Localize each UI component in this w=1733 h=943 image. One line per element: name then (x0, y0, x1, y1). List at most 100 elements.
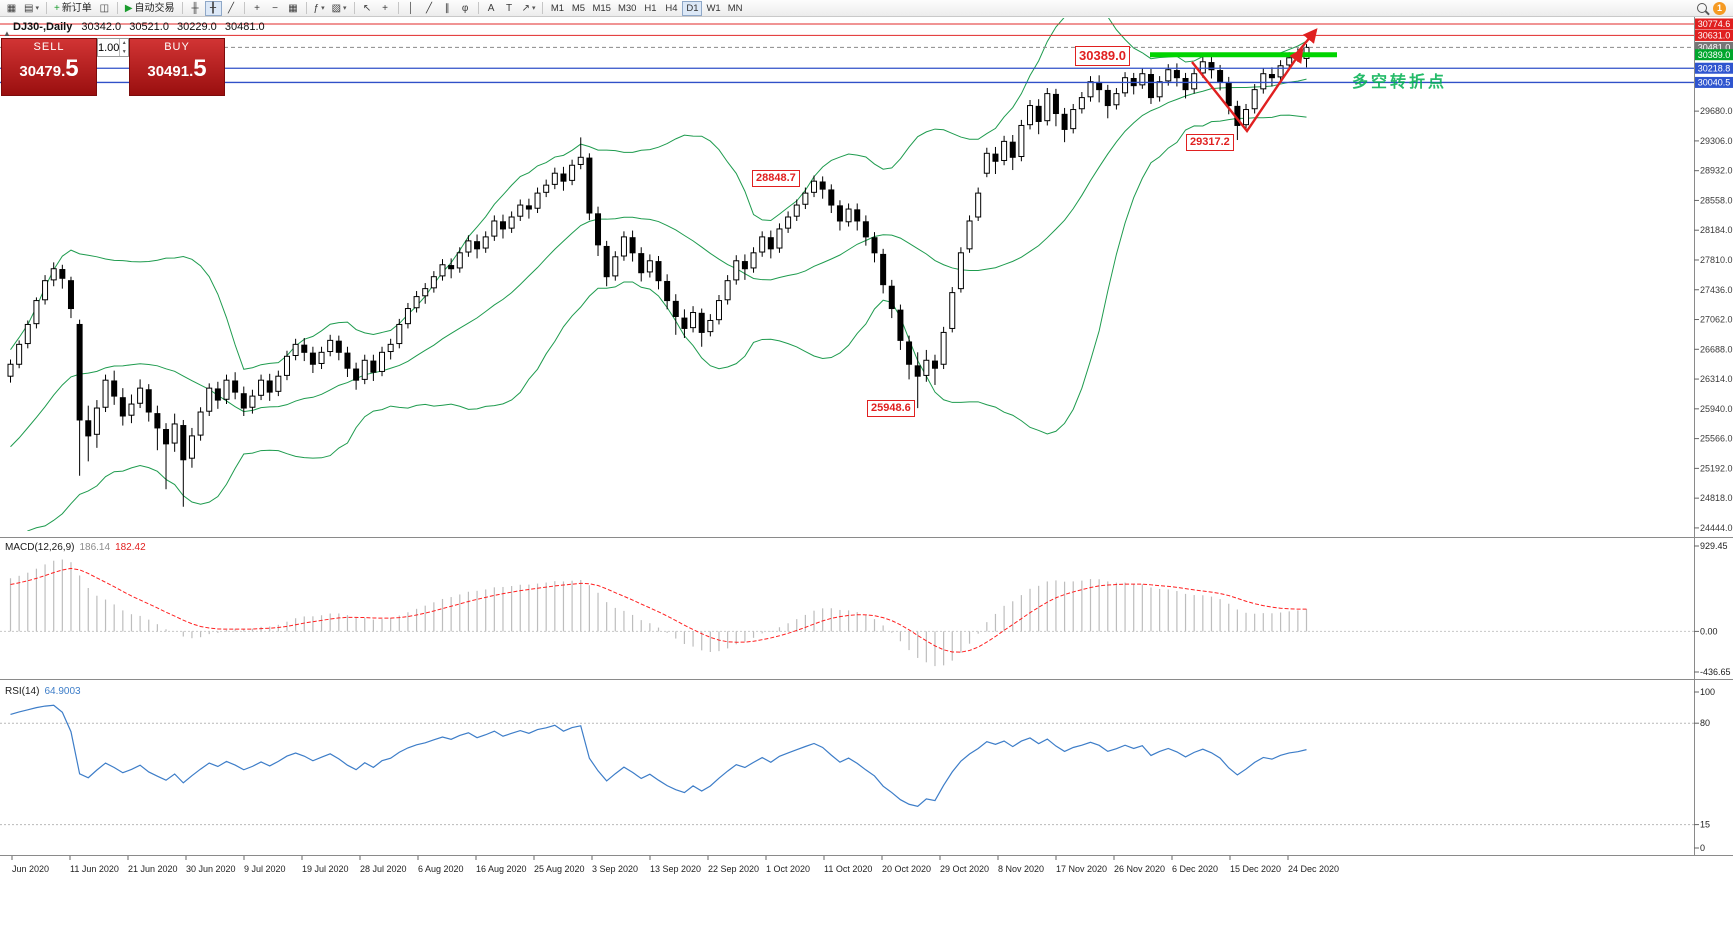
macd-main-value: 186.14 (79, 542, 111, 553)
templates-button[interactable]: ▧ ▾ (329, 1, 350, 16)
arrow-objects-button[interactable]: ↗ ▾ (519, 1, 539, 16)
time-axis-label: 11 Jun 2020 (70, 864, 119, 874)
candle (430, 271, 437, 293)
candle (1052, 88, 1059, 127)
time-axis-label: 28 Jul 2020 (360, 864, 407, 874)
new-order-button[interactable]: + 新订单 (51, 1, 95, 16)
candle (1035, 99, 1042, 135)
candle (1156, 76, 1163, 102)
crosshair-button[interactable]: + (377, 1, 394, 16)
fibonacci-retracement-icon: φ (461, 2, 469, 14)
chart-window-button[interactable]: ◫ (96, 1, 113, 16)
cursor-icon: ↖ (362, 2, 372, 14)
candle (508, 211, 515, 233)
timeframe-M1-button[interactable]: M1 (547, 1, 567, 16)
candle (67, 276, 74, 319)
sell-button[interactable]: SELL 30479.5 (1, 38, 97, 96)
zoom-out-button[interactable]: − (267, 1, 284, 16)
candle (802, 187, 809, 210)
auto-trading-button[interactable]: ▶ 自动交易 (122, 1, 178, 16)
candle (85, 405, 92, 462)
volume-stepper-down[interactable]: ▼ (121, 48, 127, 55)
timeframe-W1-button[interactable]: W1 (703, 1, 723, 16)
timeframe-M15-button[interactable]: M15 (589, 1, 613, 16)
macd-signal-line (10, 567, 1307, 653)
tile-windows-icon: ▦ (288, 2, 298, 14)
timeframe-M30-button[interactable]: M30 (615, 1, 639, 16)
candle (119, 388, 126, 426)
svg-text:30481.0: 30481.0 (1698, 43, 1731, 53)
candle (292, 338, 299, 361)
svg-text:28184.0: 28184.0 (1700, 225, 1733, 235)
panel-frame (0, 17, 1733, 856)
timeframe-MN-button[interactable]: MN (725, 1, 746, 16)
svg-text:929.45: 929.45 (1700, 541, 1728, 551)
indicators-button[interactable]: ƒ ▾ (311, 1, 328, 16)
search-icon[interactable] (1697, 3, 1707, 13)
collapse-trade-panel-button[interactable]: ▲ (3, 29, 11, 38)
text-label-button[interactable]: T (501, 1, 518, 16)
timeframe-H1-button[interactable]: H1 (640, 1, 660, 16)
candle (906, 335, 913, 380)
trendline-button[interactable]: ╱ (421, 1, 438, 16)
zoom-out-icon: − (272, 2, 278, 14)
candle (949, 287, 956, 333)
volume-input[interactable]: 1.00 ▲ ▼ (97, 38, 129, 57)
candle (370, 354, 377, 381)
candle (957, 247, 964, 293)
bars-chart-button[interactable]: ╫ (187, 1, 204, 16)
candle (655, 256, 662, 290)
time-axis-label: 8 Nov 2020 (998, 864, 1044, 874)
candle (880, 248, 887, 294)
chevron-down-icon: ▾ (35, 4, 39, 12)
price-annotation-28848: 28848.7 (752, 170, 800, 187)
volume-stepper: ▲ ▼ (119, 39, 128, 56)
candle (50, 262, 57, 287)
candle (733, 255, 740, 285)
new-order-label: 新订单 (61, 2, 92, 14)
sell-label: SELL (33, 41, 65, 53)
tile-windows-button[interactable]: ▦ (285, 1, 302, 16)
zoom-in-button[interactable]: + (249, 1, 266, 16)
line-chart-button[interactable]: ╱ (223, 1, 240, 16)
time-axis-label: 11 Oct 2020 (824, 864, 872, 874)
time-axis-label: 6 Aug 2020 (418, 864, 464, 874)
buy-button[interactable]: BUY 30491.5 (129, 38, 225, 96)
time-axis-label: 20 Oct 2020 (882, 864, 931, 874)
candle (42, 275, 49, 305)
profiles-button[interactable]: ▤ ▾ (21, 1, 42, 16)
chart-title: DJ30-,Daily 30342.0 30521.0 30229.0 3048… (13, 21, 270, 33)
candle (1130, 72, 1137, 95)
candle (327, 334, 334, 357)
price-axis: 29680.0 29306.0 28932.0 28558.0 28184.0 27810… (1694, 18, 1733, 533)
candlestick-chart-button[interactable]: ╂ (204, 0, 222, 16)
text-button[interactable]: A (483, 1, 500, 16)
timeframe-M5-button[interactable]: M5 (568, 1, 588, 16)
fibonacci-retracement-button[interactable]: φ (457, 1, 474, 16)
candle (180, 419, 187, 507)
candle (1070, 103, 1077, 134)
time-axis-label: 29 Oct 2020 (940, 864, 989, 874)
candle (871, 232, 878, 263)
toolbar-separator (116, 2, 118, 14)
candle (76, 319, 83, 476)
volume-stepper-up[interactable]: ▲ (121, 40, 127, 46)
candle (275, 370, 282, 397)
profiles-icon: ▤ (24, 2, 34, 14)
timeframe-D1-button[interactable]: D1 (682, 0, 703, 16)
notification-badge[interactable]: 1 (1713, 1, 1726, 15)
new-chart-button[interactable]: ▦ (3, 1, 20, 16)
equidistant-channel-button[interactable]: ∥ (439, 1, 456, 16)
candle (836, 200, 843, 231)
vertical-line-button[interactable]: │ (403, 1, 420, 16)
candle (646, 254, 653, 278)
buy-price: 30491.5 (147, 55, 207, 82)
svg-text:25940.0: 25940.0 (1700, 404, 1733, 414)
price-marker-key-level: 30389.0 (1695, 49, 1733, 61)
candle (1147, 68, 1154, 104)
cursor-button[interactable]: ↖ (359, 1, 376, 16)
candle (24, 320, 31, 349)
timeframe-H4-button[interactable]: H4 (661, 1, 681, 16)
svg-text:0.00: 0.00 (1700, 626, 1718, 636)
